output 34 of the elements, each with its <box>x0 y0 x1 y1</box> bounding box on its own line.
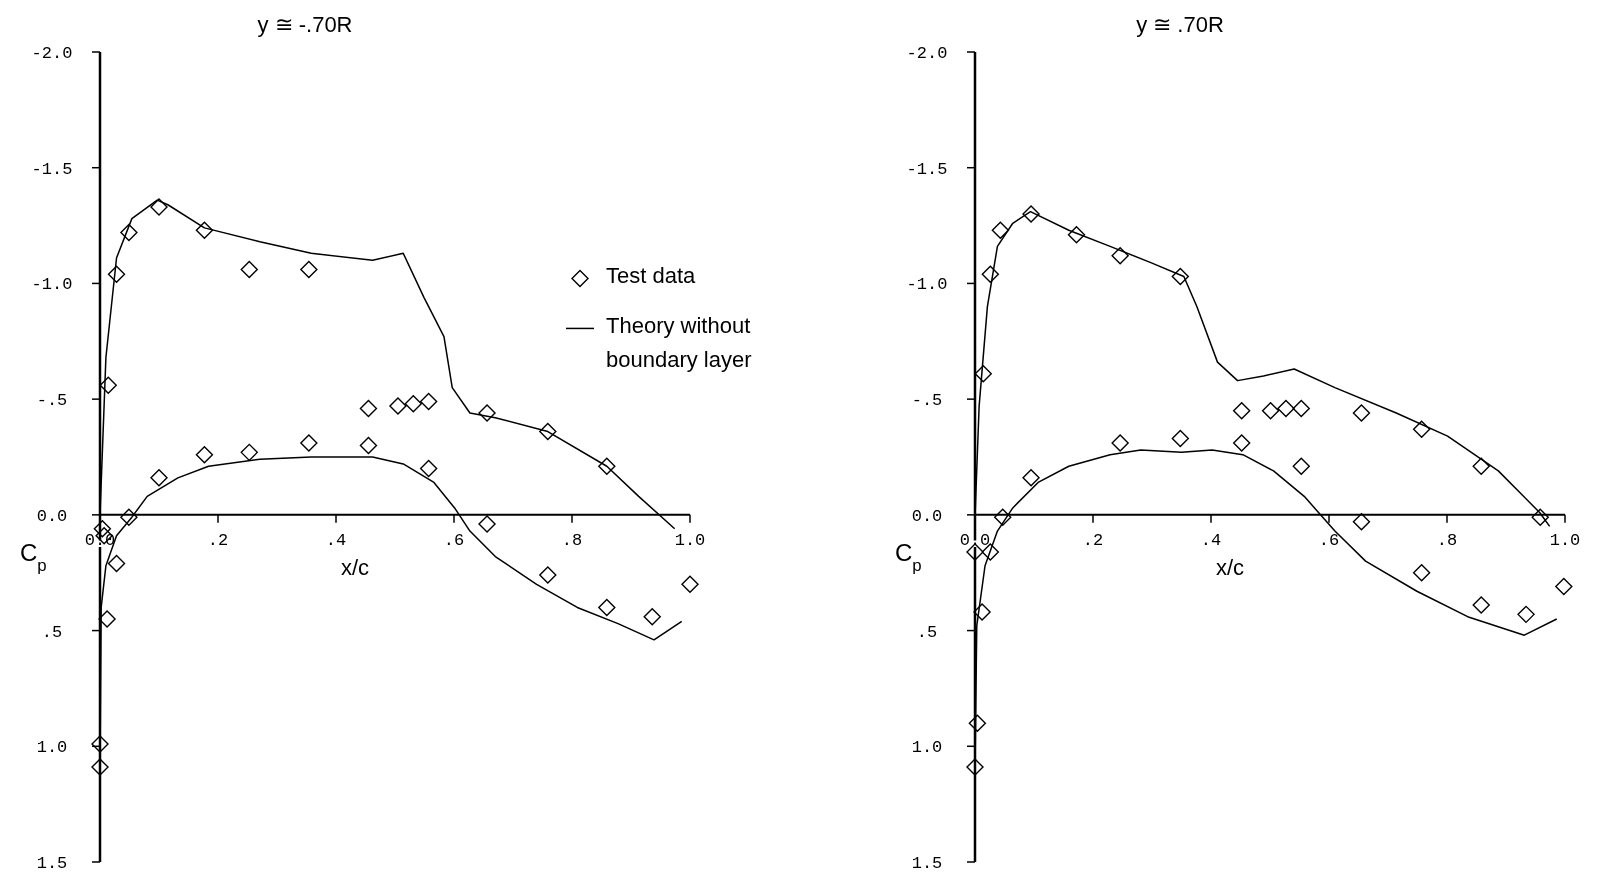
y-tick-label: .5 <box>916 622 938 642</box>
x-tick-label: .8 <box>561 530 583 550</box>
x-tick-label: .4 <box>325 530 347 550</box>
y-tick-label: -.5 <box>911 391 943 411</box>
y-axis-title: C$_{p}$ <box>895 539 922 575</box>
y-tick-label: 0.0 <box>911 506 943 526</box>
y-tick-label: 1.5 <box>36 853 68 873</box>
y-tick-label: .5 <box>41 622 63 642</box>
x-axis-title: x/c <box>1215 554 1245 580</box>
x-tick-label: .2 <box>1082 530 1104 550</box>
y-axis-title: C$_{p}$ <box>20 539 47 575</box>
y-tick-label: -1.0 <box>906 275 948 295</box>
x-tick-label: 1.0 <box>1549 530 1581 550</box>
y-tick-label: -2.0 <box>906 43 948 63</box>
y-tick-label: -2.0 <box>31 43 73 63</box>
legend-label: Theory without boundary layer <box>606 313 752 373</box>
y-tick-label: -.5 <box>36 391 68 411</box>
x-tick-label: .2 <box>207 530 229 550</box>
y-tick-label: -1.5 <box>31 159 73 179</box>
chart-title: y ≅ -.70R <box>257 12 353 37</box>
y-tick-label: 1.5 <box>911 853 943 873</box>
y-tick-label: 1.0 <box>911 738 943 758</box>
x-tick-label: .8 <box>1436 530 1458 550</box>
x-tick-label: 1.0 <box>674 530 706 550</box>
y-tick-label: -1.5 <box>906 159 948 179</box>
x-tick-label: .6 <box>1318 530 1340 550</box>
y-tick-label: 1.0 <box>36 738 68 758</box>
legend-label: Test data <box>606 263 697 289</box>
x-tick-label: .4 <box>1200 530 1222 550</box>
x-tick-label: .6 <box>443 530 465 550</box>
y-tick-label: 0.0 <box>36 506 68 526</box>
y-tick-label: -1.0 <box>31 275 73 295</box>
chart-title: y ≅ .70R <box>1136 12 1224 37</box>
x-axis-title: x/c <box>340 554 370 580</box>
